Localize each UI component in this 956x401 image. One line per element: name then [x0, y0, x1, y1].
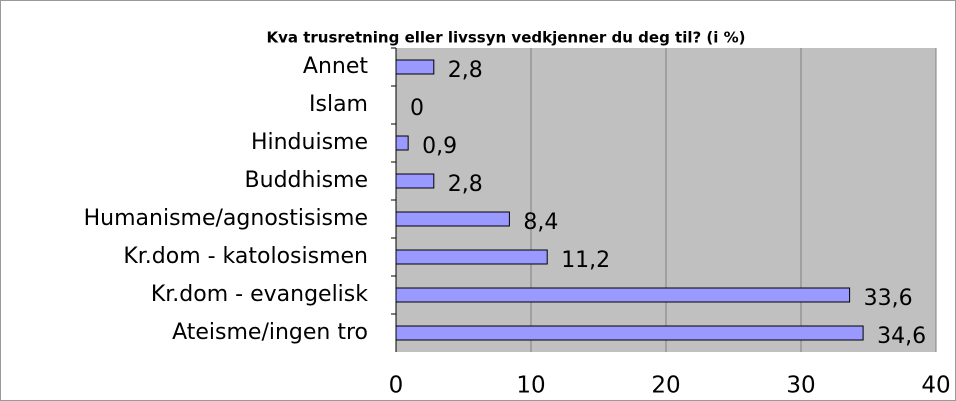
y-tick-label: Ateisme/ingen tro [172, 320, 368, 345]
bar [395, 287, 851, 303]
value-label: 34,6 [877, 324, 926, 349]
value-label: 0 [410, 96, 424, 121]
x-tick-label: 20 [651, 373, 680, 399]
y-tick-label: Buddhisme [245, 168, 368, 193]
x-tick-label: 10 [516, 373, 545, 399]
bar [395, 135, 409, 151]
chart-title: Kva trusretning eller livssyn vedkjenner… [266, 29, 745, 47]
y-tick-label: Hinduisme [251, 130, 368, 155]
y-tick-label: Humanisme/agnostisisme [84, 206, 368, 231]
bar [395, 249, 548, 265]
y-tick-label: Annet [303, 54, 368, 79]
bar [395, 211, 510, 227]
bar [395, 325, 864, 341]
value-label: 2,8 [448, 58, 483, 83]
value-label: 2,8 [448, 172, 483, 197]
x-tick-label: 30 [786, 373, 815, 399]
value-label: 11,2 [561, 248, 610, 273]
value-label: 8,4 [523, 210, 558, 235]
x-tick-label: 0 [389, 373, 404, 399]
y-tick-label: Kr.dom - katolosismen [123, 244, 368, 269]
value-label: 33,6 [864, 286, 913, 311]
y-tick-label: Kr.dom - evangelisk [151, 282, 368, 307]
bar [395, 173, 435, 189]
x-tick-label: 40 [921, 373, 950, 399]
value-label: 0,9 [422, 134, 457, 159]
y-tick-label: Islam [309, 92, 368, 117]
bar [395, 59, 435, 75]
